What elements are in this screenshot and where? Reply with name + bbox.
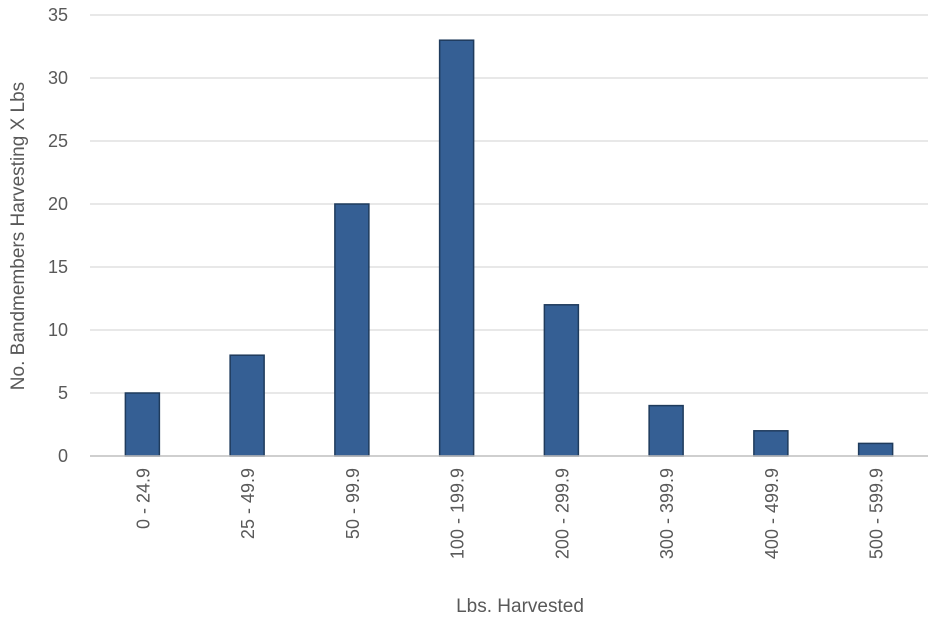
bar-0 [125,393,159,456]
bar-3 [440,40,474,456]
y-tick-label: 15 [48,257,68,277]
x-tick-label: 25 - 49.9 [238,468,258,539]
x-tick-label: 200 - 299.9 [552,468,572,559]
y-tick-label: 20 [48,194,68,214]
y-tick-label: 30 [48,68,68,88]
y-tick-label: 5 [58,383,68,403]
y-axis-title: No. Bandmembers Harvesting X Lbs [8,82,29,390]
x-tick-label: 300 - 399.9 [657,468,677,559]
x-axis-title: Lbs. Harvested [456,596,584,617]
x-tick-label: 0 - 24.9 [133,468,153,529]
bar-1 [230,355,264,456]
x-tick-label: 100 - 199.9 [448,468,468,559]
y-tick-label: 10 [48,320,68,340]
bar-4 [544,305,578,456]
bar-7 [859,443,893,456]
x-tick-label: 500 - 599.9 [867,468,887,559]
bar-6 [754,431,788,456]
y-tick-label: 0 [58,446,68,466]
y-tick-label: 25 [48,131,68,151]
bar-5 [649,406,683,456]
bar-2 [335,204,369,456]
x-tick-label: 400 - 499.9 [762,468,782,559]
gridlines [90,15,928,393]
y-tick-label: 35 [48,5,68,25]
x-tick-label: 50 - 99.9 [343,468,363,539]
